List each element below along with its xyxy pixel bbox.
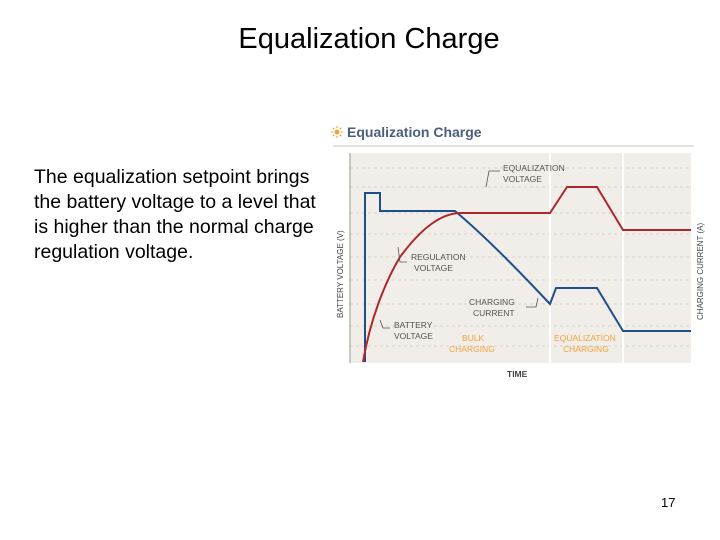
x-axis-label: TIME (507, 369, 528, 379)
battery-voltage-curve (362, 186, 691, 363)
charging-current-label: CHARGING (469, 297, 515, 307)
gridlines (350, 167, 691, 347)
page-number: 17 (661, 495, 676, 510)
regulation-voltage-label-2: VOLTAGE (414, 263, 453, 273)
battery-voltage-label: BATTERY (394, 320, 433, 330)
charging-current-label-2: CURRENT (473, 308, 515, 318)
figure-title-text: Equalization Charge (347, 124, 482, 140)
equalization-voltage-label-2: VOLTAGE (503, 174, 542, 184)
bulk-region-label-2: CHARGING (449, 344, 495, 354)
equalization-voltage-label: EQUALIZATION (503, 163, 565, 173)
equalization-region-label: EQUALIZATION (554, 333, 616, 343)
battery-voltage-label-2: VOLTAGE (394, 331, 433, 341)
bulk-region-label: BULK (462, 333, 485, 343)
y-right-axis-label: CHARGING CURRENT (A) (696, 222, 705, 320)
charging-current-curve (364, 192, 691, 362)
body-text: The equalization setpoint brings the bat… (34, 166, 316, 263)
slide-title: Equalization Charge (238, 23, 500, 55)
annotation-leaders (379, 170, 539, 329)
y-left-axis-label: BATTERY VOLTAGE (V) (336, 230, 345, 318)
sun-icon (331, 126, 343, 138)
regulation-voltage-label: REGULATION (411, 252, 466, 262)
equalization-region-label-2: CHARGING (563, 344, 609, 354)
figure-title: Equalization Charge (331, 124, 482, 140)
plot-area (350, 153, 691, 363)
